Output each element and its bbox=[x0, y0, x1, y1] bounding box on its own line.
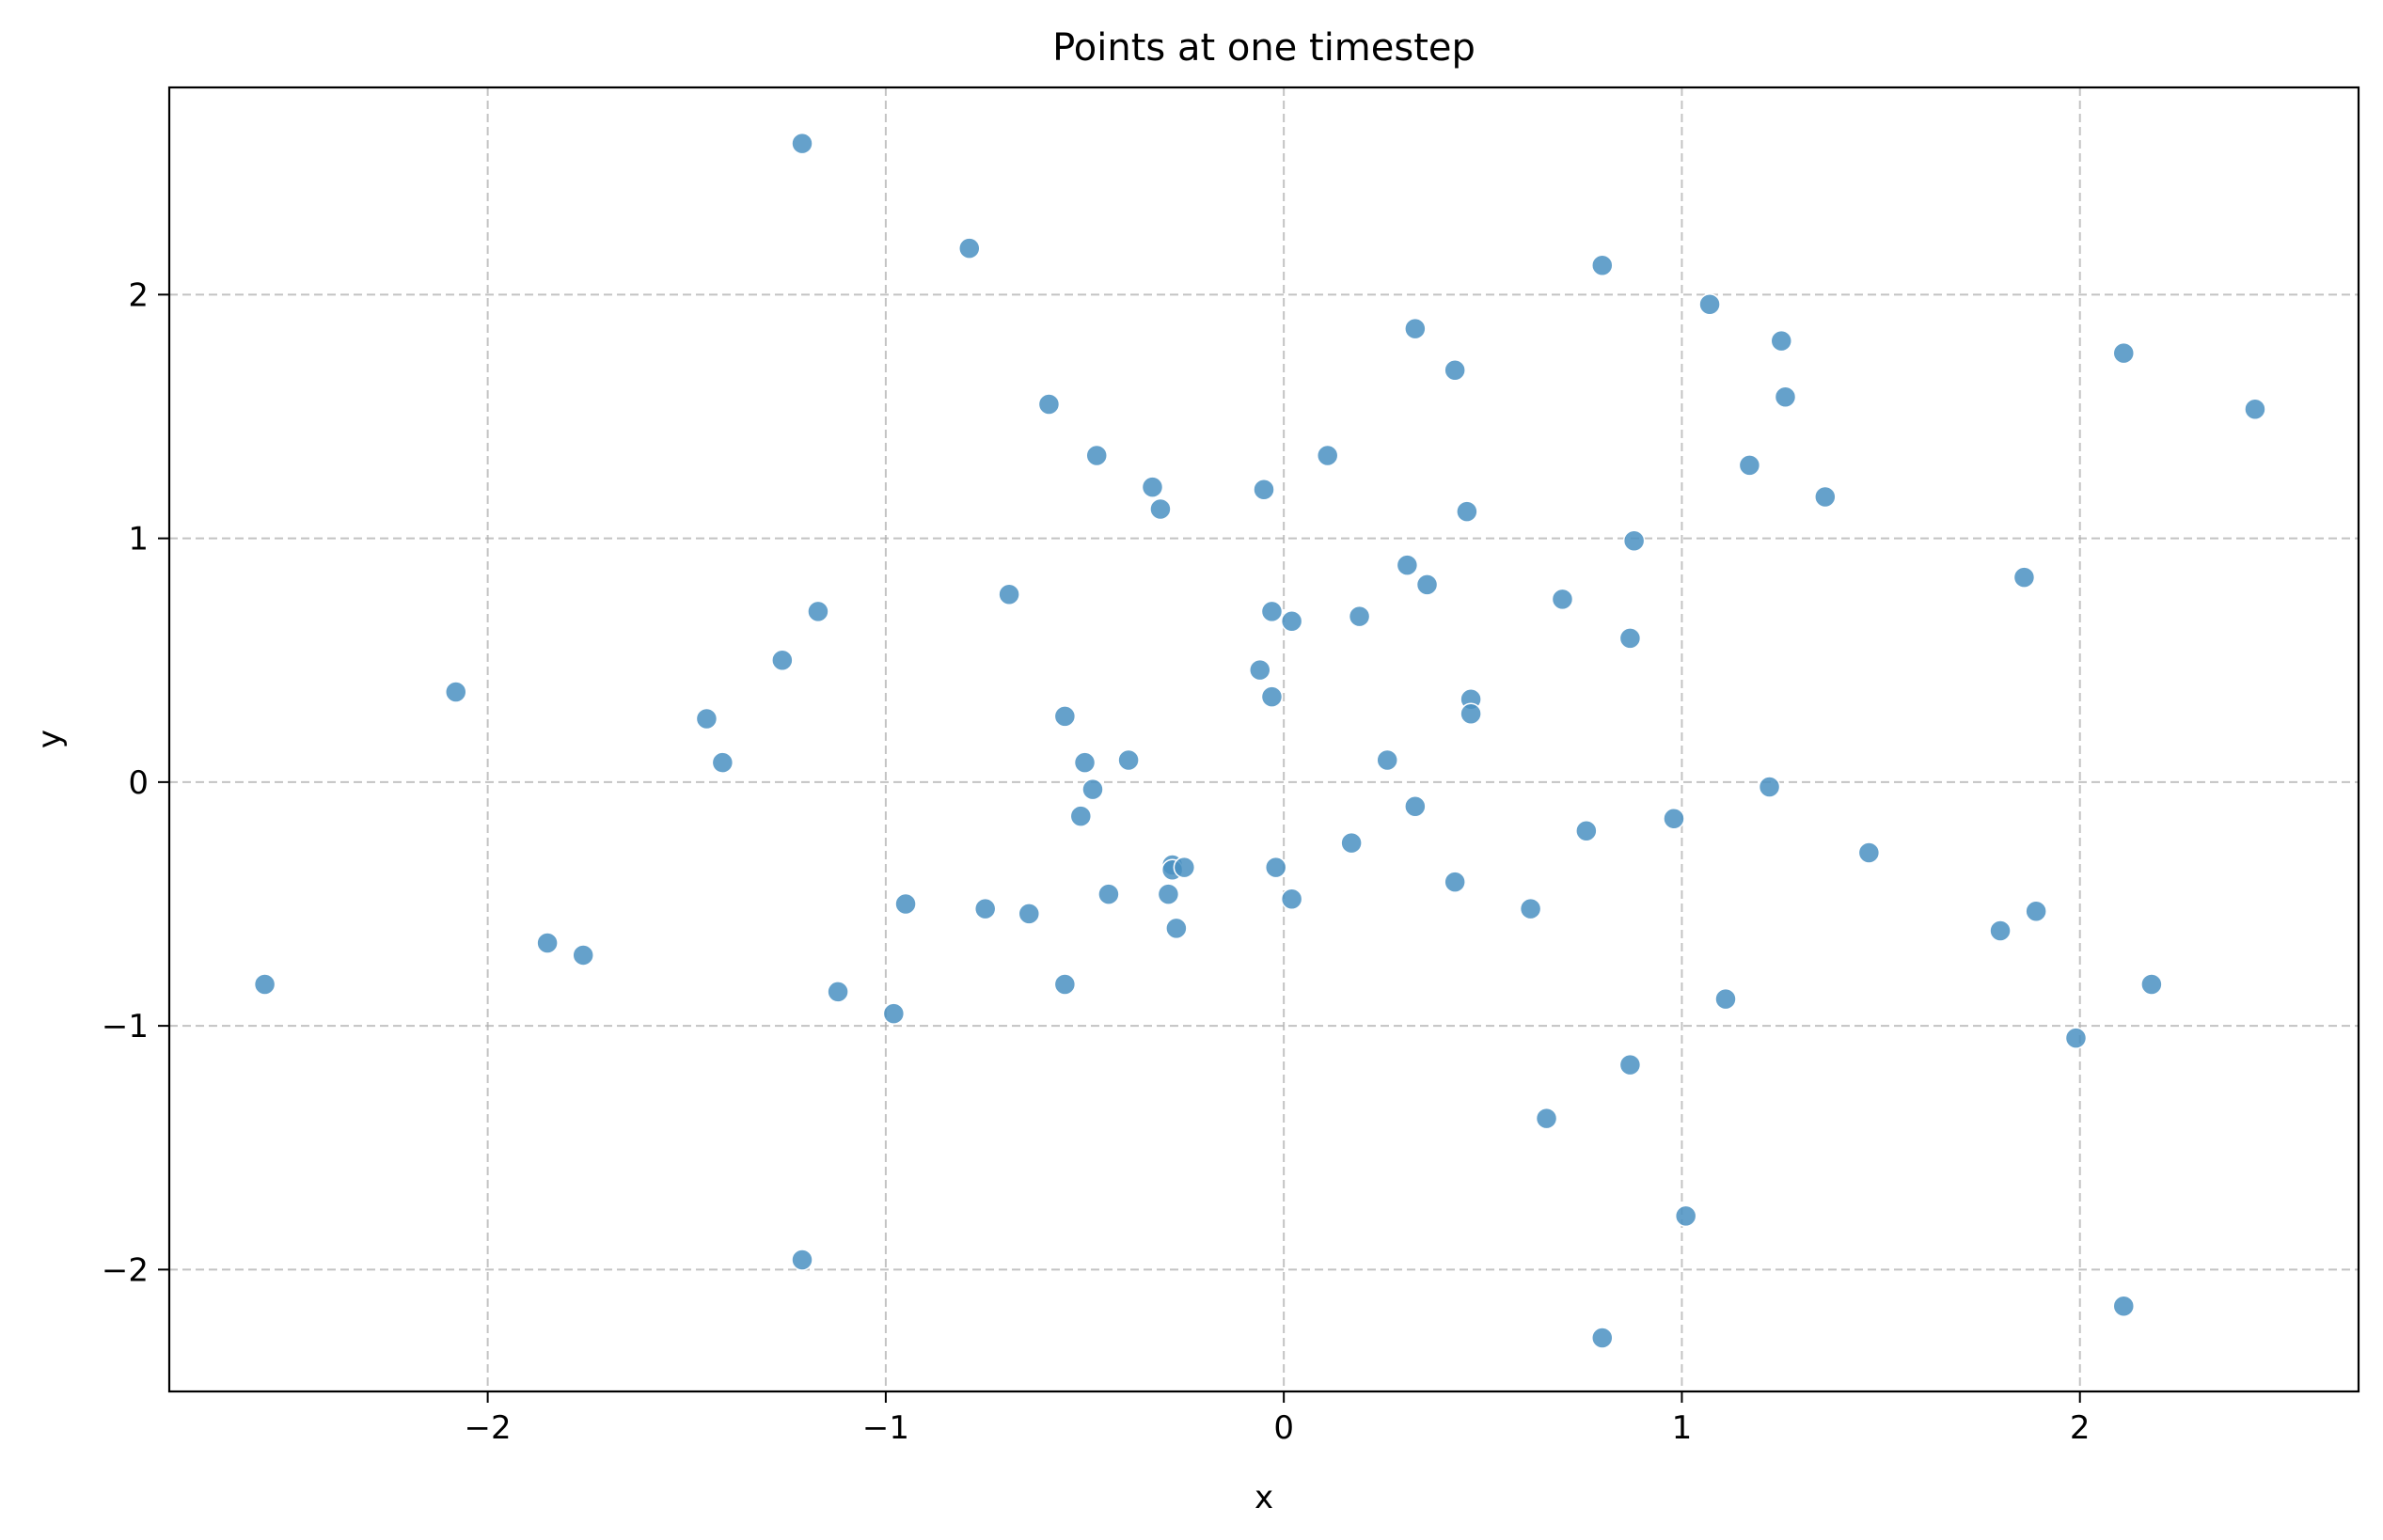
scatter-point bbox=[1396, 554, 1419, 576]
scatter-point bbox=[1618, 1053, 1642, 1076]
scatter-point bbox=[445, 681, 467, 703]
scatter-point bbox=[958, 237, 981, 259]
scatter-point bbox=[1519, 897, 1542, 920]
x-tick-label: 2 bbox=[2070, 1409, 2091, 1447]
x-tick-label: −2 bbox=[465, 1409, 512, 1447]
scatter-point bbox=[807, 600, 829, 623]
y-tick-label: −1 bbox=[102, 1008, 149, 1045]
scatter-point bbox=[1018, 903, 1041, 925]
scatter-point bbox=[1376, 748, 1398, 772]
ticks-layer: −2 −1 0 1 2 −2 −1 0 1 2 bbox=[102, 276, 2091, 1447]
scatter-point bbox=[1770, 329, 1793, 353]
scatter-point bbox=[1157, 883, 1180, 905]
x-tick-label: 0 bbox=[1273, 1409, 1294, 1447]
scatter-point bbox=[1141, 476, 1164, 498]
scatter-point bbox=[2064, 1027, 2088, 1049]
scatter-point bbox=[1249, 658, 1271, 682]
scatter-point bbox=[1053, 973, 1077, 996]
scatter-point bbox=[1280, 610, 1303, 633]
scatter-point bbox=[1073, 751, 1097, 774]
scatter-point bbox=[1460, 702, 1482, 726]
scatter-point bbox=[1037, 393, 1061, 416]
scatter-point bbox=[1698, 292, 1721, 316]
scatter-point bbox=[253, 973, 276, 996]
scatter-point bbox=[1260, 600, 1284, 623]
scatter-point bbox=[2112, 1295, 2136, 1318]
scatter-point bbox=[894, 892, 917, 916]
scatter-point bbox=[572, 944, 594, 966]
scatter-point bbox=[1280, 888, 1303, 911]
scatter-point bbox=[1535, 1107, 1558, 1130]
chart-title: Points at one timestep bbox=[1052, 26, 1476, 70]
y-tick-label: 0 bbox=[128, 764, 149, 802]
scatter-point bbox=[2012, 566, 2036, 589]
scatter-point bbox=[1618, 627, 1642, 650]
scatter-point bbox=[2112, 341, 2136, 365]
scatter-point bbox=[998, 583, 1020, 605]
scatter-point bbox=[882, 1002, 906, 1025]
scatter-point bbox=[1622, 529, 1646, 552]
points-layer bbox=[253, 132, 2266, 1349]
x-tick-label: 1 bbox=[1672, 1409, 1693, 1447]
scatter-point bbox=[1253, 479, 1275, 501]
scatter-point bbox=[1348, 605, 1371, 628]
scatter-point bbox=[695, 707, 718, 731]
scatter-point bbox=[2244, 398, 2266, 420]
scatter-point bbox=[791, 1249, 813, 1271]
grid-layer bbox=[169, 87, 2359, 1391]
scatter-point bbox=[1340, 831, 1363, 855]
scatter-point bbox=[1069, 805, 1093, 827]
scatter-point bbox=[1415, 574, 1439, 596]
scatter-point bbox=[1714, 987, 1737, 1011]
scatter-point bbox=[1989, 919, 2012, 942]
scatter-point bbox=[1774, 385, 1797, 409]
scatter-point bbox=[1444, 358, 1466, 382]
scatter-point bbox=[1758, 776, 1781, 798]
scatter-point bbox=[1674, 1204, 1697, 1228]
scatter-point bbox=[1165, 917, 1188, 940]
scatter-point bbox=[1575, 819, 1598, 842]
plot-area-frame bbox=[167, 86, 2360, 1393]
scatter-point bbox=[1551, 588, 1574, 611]
scatter-point bbox=[1738, 454, 1761, 477]
scatter-point bbox=[1444, 871, 1466, 893]
y-axis-label: y bbox=[31, 730, 69, 748]
scatter-point bbox=[2140, 973, 2163, 996]
scatter-point bbox=[1404, 317, 1427, 340]
y-tick-label: −2 bbox=[102, 1251, 149, 1289]
scatter-point bbox=[1264, 856, 1287, 879]
scatter-point bbox=[1663, 808, 1685, 830]
scatter-point bbox=[1260, 685, 1284, 708]
scatter-point bbox=[1591, 254, 1614, 277]
x-axis-label: x bbox=[1255, 1479, 1273, 1516]
x-tick-label: −1 bbox=[862, 1409, 909, 1447]
scatter-point bbox=[973, 897, 997, 920]
scatter-point bbox=[1404, 795, 1427, 818]
scatter-point bbox=[2025, 900, 2047, 923]
scatter-point bbox=[1591, 1327, 1614, 1349]
scatter-point bbox=[827, 981, 849, 1003]
scatter-point bbox=[1456, 500, 1478, 523]
y-tick-label: 2 bbox=[128, 276, 149, 314]
scatter-point bbox=[1081, 778, 1104, 801]
scatter-point bbox=[536, 932, 559, 954]
scatter-point bbox=[1173, 856, 1196, 879]
scatter-point bbox=[1117, 748, 1140, 772]
scatter-point bbox=[1053, 705, 1077, 728]
scatter-point bbox=[1149, 497, 1172, 521]
scatter-point bbox=[1085, 444, 1108, 467]
scatter-point bbox=[791, 132, 813, 155]
scatter-point bbox=[1814, 485, 1837, 509]
scatter-point bbox=[1316, 444, 1339, 467]
scatter-point bbox=[711, 751, 734, 774]
scatter-point bbox=[771, 649, 794, 671]
scatter-point bbox=[1097, 883, 1120, 905]
scatter-point bbox=[1857, 841, 1881, 864]
y-tick-label: 1 bbox=[128, 521, 149, 558]
